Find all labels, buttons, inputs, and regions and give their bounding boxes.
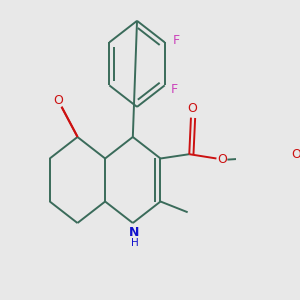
Text: O: O xyxy=(291,148,300,161)
Text: H: H xyxy=(130,238,138,248)
Text: O: O xyxy=(53,94,63,106)
Text: F: F xyxy=(173,34,180,46)
Text: F: F xyxy=(171,83,178,96)
Text: N: N xyxy=(129,226,140,238)
Text: O: O xyxy=(187,102,197,115)
Text: O: O xyxy=(218,153,227,166)
